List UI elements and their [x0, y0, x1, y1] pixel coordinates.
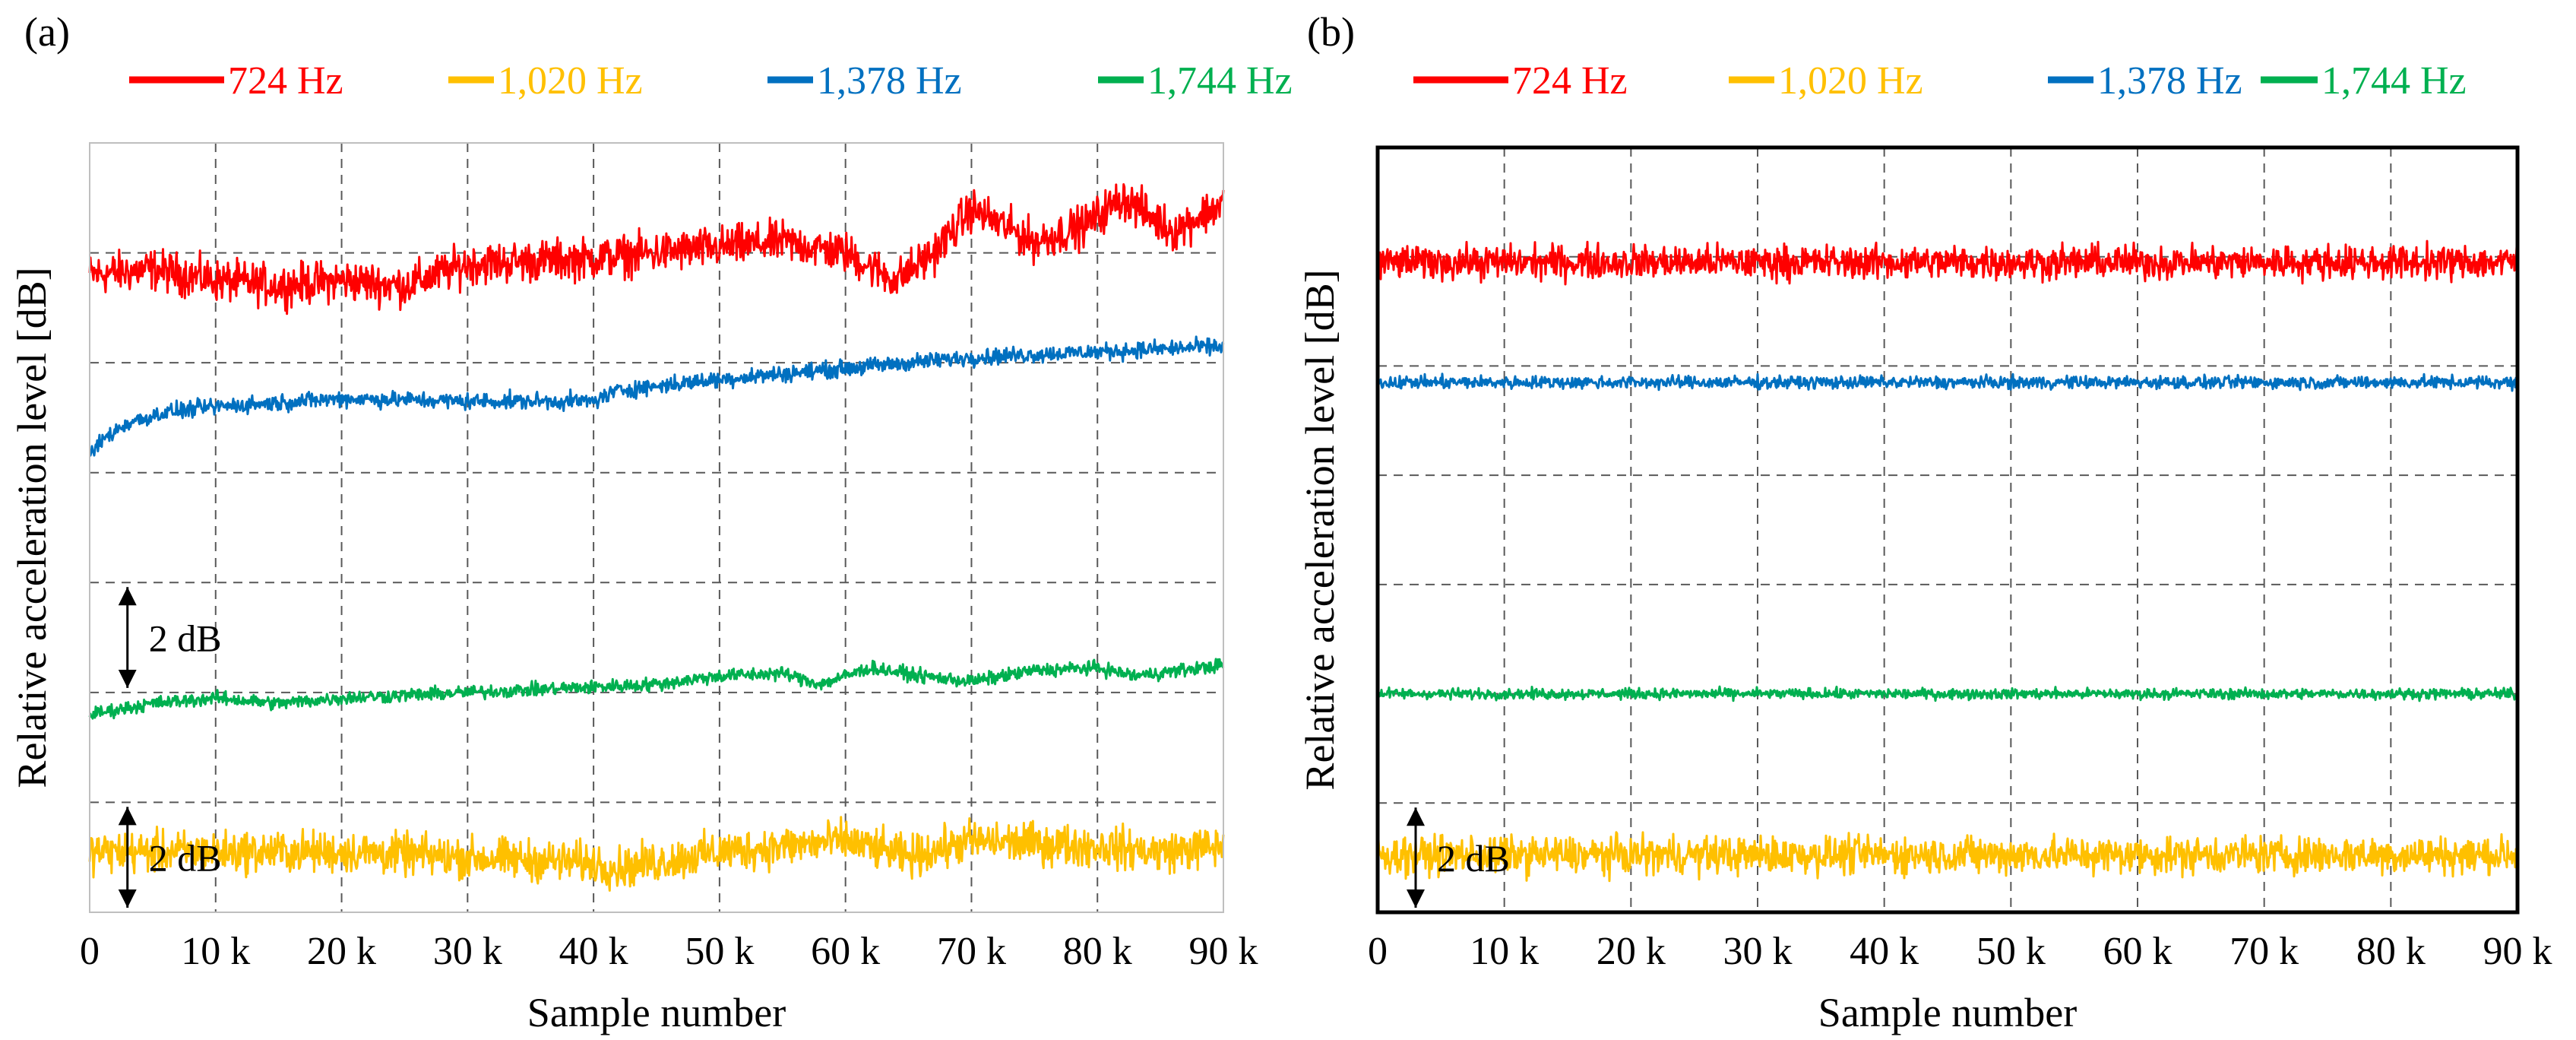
panel-label: (b)	[1307, 9, 1355, 55]
series-line-1378hz	[89, 335, 1225, 457]
plot-frame	[1375, 145, 2520, 915]
x-tick-label: 70 k	[2229, 930, 2299, 973]
x-tick-label: 0	[80, 930, 100, 973]
y-axis-label: Relative acceleration level [dB]	[1297, 269, 1343, 790]
panel-a: (a) 724 Hz 1,020 Hz 1,378 Hz 1,744 Hz 2 dB 2 d…	[9, 9, 1293, 1035]
x-tick-label: 40 k	[559, 930, 628, 973]
x-tick-label: 30 k	[433, 930, 502, 973]
x-tick-label: 40 k	[1850, 930, 1919, 973]
legend-label: 1,744 Hz	[1147, 59, 1293, 103]
scale-bar-label: 2 dB	[149, 837, 222, 880]
series-line-1744hz	[88, 658, 1225, 720]
series-line-724hz	[1376, 239, 2519, 286]
legend-label: 1,020 Hz	[1778, 59, 1923, 103]
series-line-1020hz	[1376, 831, 2519, 883]
x-tick-label: 10 k	[181, 930, 250, 973]
gridlines	[90, 143, 1223, 912]
y-axis-label: Relative acceleration level [dB]	[9, 267, 55, 788]
series-line-724hz	[88, 183, 1225, 315]
scale-bar-label: 2 dB	[1437, 837, 1510, 880]
series-line-1378hz	[1376, 373, 2519, 392]
legend-label: 1,744 Hz	[2321, 59, 2467, 103]
panel-label: (a)	[24, 9, 70, 55]
x-tick-label: 80 k	[2356, 930, 2426, 973]
plot-frame	[89, 142, 1224, 913]
x-tick-label: 20 k	[1597, 930, 1666, 973]
series-line-1744hz	[1376, 685, 2519, 702]
x-tick-label: 60 k	[811, 930, 880, 973]
x-tick-label: 50 k	[685, 930, 754, 973]
panel-b: (b) 724 Hz 1,020 Hz 1,378 Hz 1,744 Hz 2 dB 0 10…	[1297, 9, 2552, 1035]
x-axis-label: Sample number	[527, 990, 786, 1035]
legend-label: 724 Hz	[228, 59, 343, 103]
legend-label: 1,378 Hz	[817, 59, 962, 103]
x-tick-label: 20 k	[307, 930, 376, 973]
x-tick-label: 80 k	[1063, 930, 1132, 973]
scale-bar-label: 2 dB	[149, 617, 222, 660]
legend-label: 724 Hz	[1512, 59, 1628, 103]
x-tick-label: 90 k	[1189, 930, 1258, 973]
x-tick-label: 0	[1368, 930, 1388, 973]
x-tick-label: 60 k	[2103, 930, 2173, 973]
legend-label: 1,378 Hz	[2097, 59, 2242, 103]
x-tick-label: 30 k	[1723, 930, 1793, 973]
x-tick-label: 70 k	[937, 930, 1006, 973]
x-axis-label: Sample number	[1818, 990, 2077, 1035]
x-tick-label: 10 k	[1470, 930, 1539, 973]
x-tick-label: 50 k	[1976, 930, 2046, 973]
series-line-1020hz	[88, 816, 1225, 892]
legend-label: 1,020 Hz	[498, 59, 643, 103]
x-tick-label: 90 k	[2483, 930, 2552, 973]
